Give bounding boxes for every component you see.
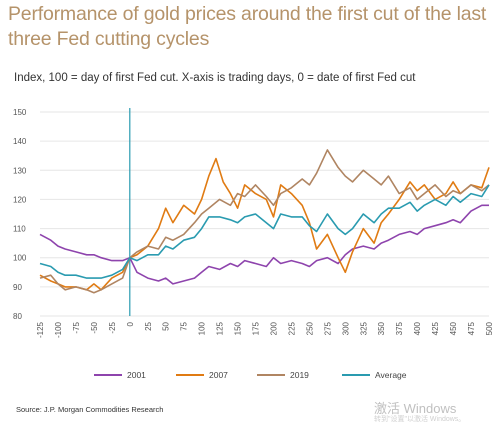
x-tick-label: 100 — [198, 321, 207, 335]
series-line-2019 — [39, 149, 490, 294]
y-tick-label: 130 — [13, 166, 27, 175]
x-tick-label: 275 — [323, 321, 332, 335]
x-tick-label: 50 — [162, 321, 171, 330]
series-line-2007 — [39, 157, 490, 291]
x-tick-label: 450 — [449, 321, 458, 335]
x-tick-label: 375 — [395, 321, 404, 335]
series-lines — [39, 149, 490, 294]
series-line-2001 — [39, 204, 489, 285]
x-tick-label: 25 — [144, 321, 153, 330]
y-tick-label: 150 — [13, 108, 27, 117]
x-tick-label: 75 — [180, 321, 189, 330]
x-tick-label: 350 — [377, 321, 386, 335]
source-note: Source: J.P. Morgan Commodities Research — [16, 405, 164, 414]
series-line-average — [39, 184, 490, 279]
x-tick-label: -125 — [36, 321, 45, 338]
y-tick-label: 80 — [13, 312, 22, 321]
x-tick-label: 225 — [287, 321, 296, 335]
y-tick-label: 140 — [13, 137, 27, 146]
y-tick-label: 110 — [13, 225, 26, 234]
x-tick-label: 500 — [485, 321, 494, 335]
y-tick-label: 90 — [13, 283, 22, 292]
x-tick-label: 400 — [413, 321, 422, 335]
x-tick-label: 125 — [216, 321, 225, 335]
x-tick-label: 325 — [359, 321, 368, 335]
chart-title: Performance of gold prices around the fi… — [8, 3, 487, 50]
y-axis-ticks: 80 90 100 110 120 130 140 150 — [13, 108, 27, 321]
windows-watermark-sub: 转到"设置"以激活 Windows。 — [374, 416, 466, 423]
chart-subtitle: Index, 100 = day of first Fed cut. X-axi… — [14, 72, 416, 84]
x-tick-label: 425 — [431, 321, 440, 335]
legend: 2001 2007 2019 Average — [94, 370, 407, 380]
windows-watermark: 激活 Windows — [374, 401, 457, 416]
x-tick-label: 150 — [234, 321, 243, 335]
x-tick-label: 300 — [341, 321, 350, 335]
x-tick-label: 175 — [252, 321, 261, 335]
legend-label-2001: 2001 — [127, 370, 146, 380]
legend-label-2019: 2019 — [290, 370, 309, 380]
x-tick-label: 0 — [126, 321, 135, 326]
x-tick-label: 250 — [305, 321, 314, 335]
x-tick-label: -50 — [90, 321, 99, 333]
x-axis-ticks: -125 -100 -75 -50 -25 0 25 50 75 100 125 150 175 200 2… — [36, 321, 494, 338]
x-tick-label: -75 — [72, 321, 81, 333]
x-tick-label: -25 — [108, 321, 117, 333]
grid-lines — [40, 111, 489, 317]
x-tick-label: 200 — [269, 321, 278, 335]
x-tick-label: 475 — [467, 321, 476, 335]
y-tick-label: 120 — [13, 195, 27, 204]
y-tick-label: 100 — [13, 254, 27, 263]
legend-label-2007: 2007 — [209, 370, 228, 380]
legend-label-average: Average — [375, 370, 407, 380]
x-tick-label: -100 — [54, 321, 63, 338]
